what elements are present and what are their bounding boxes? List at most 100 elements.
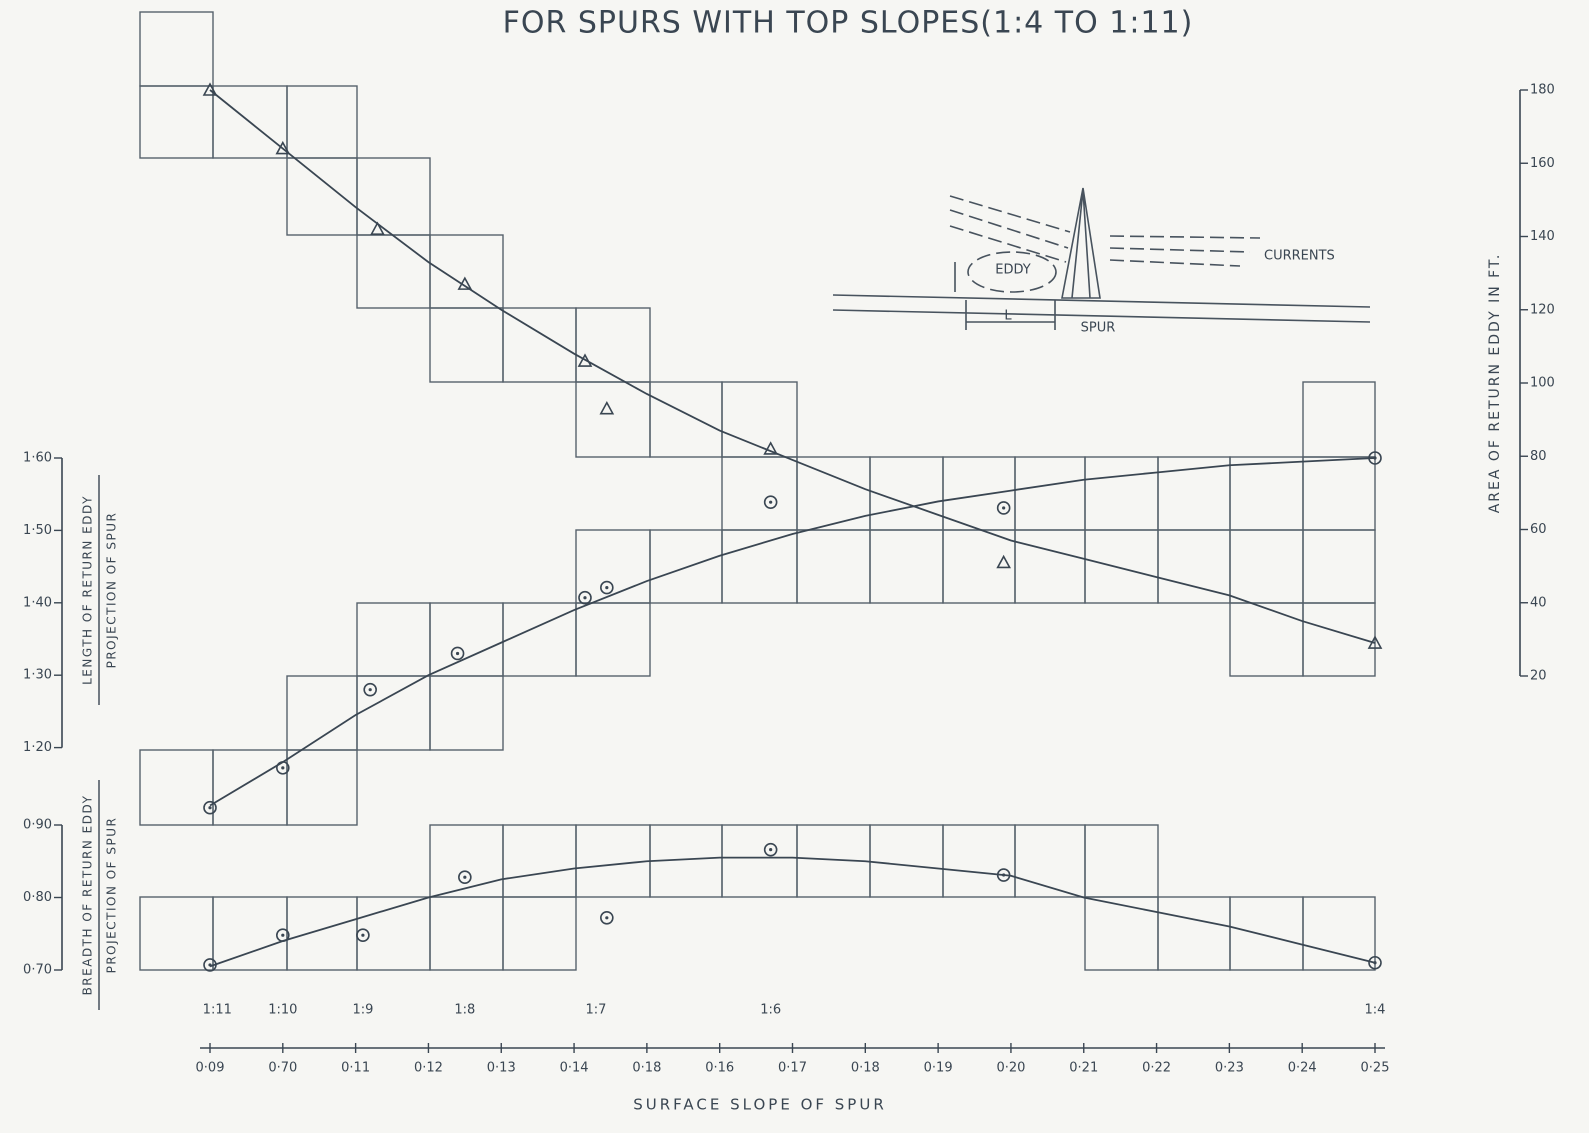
grid-cell [1015, 457, 1085, 530]
circle-dot [605, 916, 608, 919]
grid-cell [943, 530, 1015, 603]
circle-dot [281, 934, 284, 937]
triangle-point [998, 556, 1010, 567]
grid-cell [722, 825, 797, 897]
grid-cell [1303, 457, 1375, 530]
river-bank [833, 295, 1370, 322]
x-tick-label: 0·20 [996, 1061, 1025, 1076]
grid-cell [1015, 825, 1085, 897]
x-tick-label: 0·21 [1069, 1061, 1098, 1076]
fitted-curve [210, 858, 1375, 967]
circle-point [452, 647, 464, 659]
grid-cell [287, 897, 357, 970]
grid-cell [287, 750, 357, 825]
grid-cell [1085, 530, 1158, 603]
grid-cell [1015, 530, 1085, 603]
inset-label: EDDY [995, 263, 1031, 278]
y-axis-label: PROJECTION OF SPUR [105, 512, 119, 669]
triangle-point [601, 403, 613, 414]
y-axis-label: LENGTH OF RETURN EDDY [81, 495, 95, 685]
inset-label: CURRENTS [1264, 249, 1335, 264]
x-tick-label: 0·22 [1142, 1061, 1171, 1076]
slope-ratio-label: 1:4 [1365, 1003, 1386, 1018]
grid-cell [430, 235, 503, 308]
grid-cell [797, 530, 870, 603]
slope-ratio-label: 1:9 [352, 1003, 373, 1018]
grid-cell [357, 158, 430, 235]
circle-dot [1002, 506, 1005, 509]
y-tick-label: 0·70 [23, 963, 52, 978]
x-tick-label: 0·23 [1215, 1061, 1244, 1076]
x-tick-label: 0·19 [924, 1061, 953, 1076]
grid-cell [503, 825, 576, 897]
x-tick-label: 0·70 [268, 1061, 297, 1076]
fitted-curve [210, 90, 1375, 643]
circle-dot [769, 848, 772, 851]
grid-cell [140, 12, 213, 86]
circle-point [998, 502, 1010, 514]
x-tick-label: 0·17 [778, 1061, 807, 1076]
grid-cell [650, 382, 722, 457]
y-tick-label: 1·50 [23, 523, 52, 538]
grid-cell [576, 603, 650, 676]
spur [1062, 188, 1100, 298]
grid-cell [722, 530, 797, 603]
grid-cell [943, 825, 1015, 897]
inset-label: SPUR [1081, 321, 1116, 336]
grid-cell [576, 308, 650, 382]
grid-cell [870, 825, 943, 897]
circle-point [459, 871, 471, 883]
y-tick-label: 1·40 [23, 595, 52, 610]
grid-cell [430, 825, 503, 897]
slope-ratio-label: 1:8 [454, 1003, 475, 1018]
x-tick-label: 0·09 [196, 1061, 225, 1076]
fitted-curve [210, 458, 1375, 806]
y-tick-label: 140 [1530, 229, 1555, 244]
circle-point [579, 592, 591, 604]
chart: FOR SPURS WITH TOP SLOPES(1:4 TO 1:11) E… [0, 0, 1589, 1133]
grid-cell [650, 530, 722, 603]
circle-dot [456, 652, 459, 655]
grid-cell [430, 308, 503, 382]
x-tick-label: 0·14 [560, 1061, 589, 1076]
grid-cell [357, 235, 430, 308]
current-lines [950, 196, 1260, 266]
grid-cell [1230, 530, 1303, 603]
y-tick-label: 100 [1530, 376, 1555, 391]
x-tick-label: 0·16 [705, 1061, 734, 1076]
y-tick-label: 1·30 [23, 668, 52, 683]
circle-point [765, 844, 777, 856]
grid-cell [430, 676, 503, 750]
x-tick-label: 0·25 [1361, 1061, 1390, 1076]
y-tick-label: 1·60 [23, 451, 52, 466]
grid-cell [357, 603, 430, 676]
x-tick-label: 0·18 [632, 1061, 661, 1076]
x-tick-label: 0·18 [851, 1061, 880, 1076]
circle-point [357, 929, 369, 941]
y-axis-label: BREADTH OF RETURN EDDY [81, 795, 95, 996]
y-axis-label: AREA OF RETURN EDDY IN FT. [1487, 253, 1503, 514]
x-tick-label: 0·11 [341, 1061, 370, 1076]
y-tick-label: 40 [1530, 595, 1547, 610]
circle-point [765, 496, 777, 508]
circle-point [364, 684, 376, 696]
x-tick-label: 0·13 [487, 1061, 516, 1076]
grid-cell [797, 457, 870, 530]
slope-ratio-label: 1:11 [203, 1003, 232, 1018]
grid-cell [140, 897, 213, 970]
grid-cell [1158, 897, 1230, 970]
grid-cell [287, 86, 357, 158]
grid-cell [287, 676, 357, 750]
y-tick-label: 180 [1530, 83, 1555, 98]
grid-cell [357, 676, 430, 750]
grid-cell [213, 897, 287, 970]
y-tick-label: 120 [1530, 302, 1555, 317]
hand-drawn-grid [140, 12, 1375, 970]
inset-label: L [1004, 309, 1012, 324]
y-tick-label: 0·90 [23, 818, 52, 833]
grid-cell [1303, 897, 1375, 970]
y-tick-label: 160 [1530, 156, 1555, 171]
grid-cell [870, 457, 943, 530]
circle-dot [361, 934, 364, 937]
circle-dot [769, 501, 772, 504]
